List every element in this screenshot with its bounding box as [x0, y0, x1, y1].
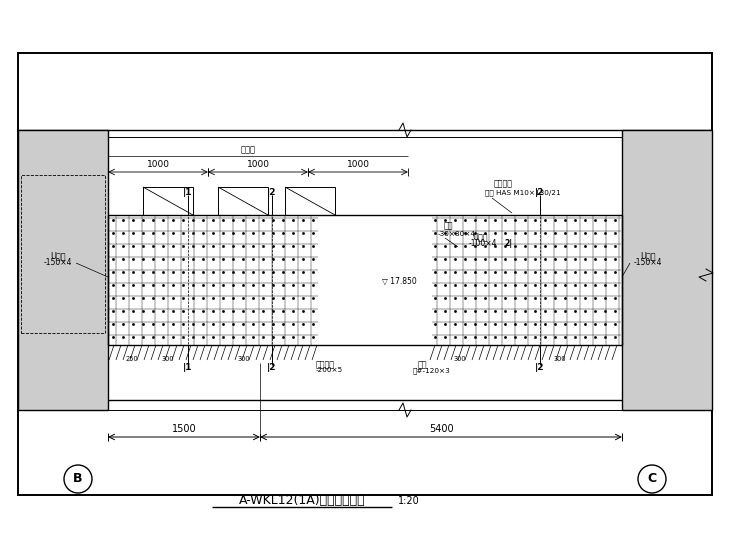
- Text: A-WKL12(1A)粘钢加固图一: A-WKL12(1A)粘钢加固图一: [239, 494, 365, 507]
- Text: 2|: 2|: [504, 239, 512, 248]
- Text: 1000: 1000: [147, 160, 169, 169]
- Text: 300: 300: [238, 356, 250, 362]
- Text: -100×4: -100×4: [469, 239, 498, 248]
- Text: -150×4: -150×4: [44, 258, 72, 267]
- Bar: [18, 53, 712, 495]
- Text: 5400: 5400: [429, 424, 453, 434]
- Text: 1500: 1500: [172, 424, 196, 434]
- Text: 化学螺栓: 化学螺栓: [494, 179, 513, 188]
- Text: U型箍: U型箍: [640, 251, 656, 260]
- Text: -150×4: -150×4: [634, 258, 662, 267]
- Bar: [622, 130, 712, 410]
- Text: |1: |1: [183, 187, 193, 197]
- Text: 300: 300: [453, 356, 466, 362]
- Text: 钢板: 钢板: [444, 221, 453, 230]
- Text: |2: |2: [267, 187, 277, 197]
- Bar: [218, 187, 268, 215]
- Text: 300: 300: [553, 356, 566, 362]
- Text: 250: 250: [126, 356, 139, 362]
- Bar: [622, 130, 712, 410]
- Bar: [18, 130, 108, 410]
- Text: |2: |2: [535, 187, 545, 197]
- Text: 侧板: 侧板: [418, 360, 428, 369]
- Bar: [108, 215, 622, 345]
- Text: |2: |2: [267, 364, 277, 372]
- Text: ▽ 17.850: ▽ 17.850: [382, 276, 417, 286]
- Text: 大截面: 大截面: [240, 145, 256, 154]
- Text: 1:20: 1:20: [398, 496, 420, 506]
- Text: |2: |2: [535, 364, 545, 372]
- Text: C: C: [648, 473, 656, 486]
- Bar: [21, 175, 105, 333]
- Text: 两#-120×3: 两#-120×3: [413, 367, 450, 374]
- Text: 1000: 1000: [247, 160, 269, 169]
- Text: B: B: [73, 473, 82, 486]
- Bar: [143, 187, 193, 215]
- Text: 加固钢板: 加固钢板: [316, 360, 335, 369]
- Text: 1000: 1000: [347, 160, 369, 169]
- Text: |1: |1: [183, 364, 193, 372]
- Text: -200×5: -200×5: [316, 367, 343, 373]
- Text: 300: 300: [161, 356, 174, 362]
- Text: U型箍: U型箍: [50, 251, 66, 260]
- Bar: [285, 187, 335, 215]
- Text: -30×30×4: -30×30×4: [438, 231, 476, 237]
- Bar: [18, 130, 108, 410]
- Text: 植筋 HAS M10×130/21: 植筋 HAS M10×130/21: [485, 190, 561, 196]
- Text: U型箍: U型箍: [472, 232, 488, 241]
